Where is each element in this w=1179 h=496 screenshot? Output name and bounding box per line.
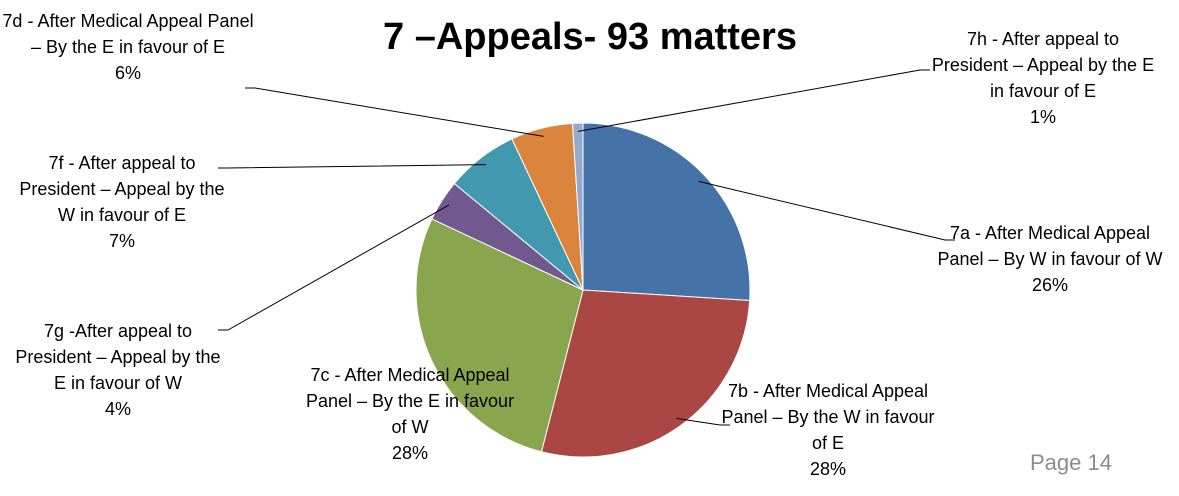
leader-line [577,69,930,132]
category-label: 7b - After Medical Appeal Panel – By the… [721,381,935,453]
leader-line [245,87,544,137]
category-label: 7g -After appeal to President – Appeal b… [15,321,221,393]
category-label: 7c - After Medical Appeal Panel – By the… [305,365,515,437]
category-label: 7h - After appeal to President – Appeal … [931,29,1155,101]
data-label: 7f - After appeal to President – Appeal … [12,150,232,254]
category-label: 7d - After Medical Appeal Panel – By the… [2,11,254,57]
data-label: 7d - After Medical Appeal Panel – By the… [0,8,258,86]
data-label: 7g -After appeal to President – Appeal b… [8,318,228,422]
data-label: 7b - After Medical Appeal Panel – By the… [713,378,943,482]
leader-line [218,164,486,169]
percent-label: 28% [391,443,429,463]
percent-label: 6% [114,63,141,83]
pie-slice [582,122,751,302]
chart-title: 7 –Appeals- 93 matters [383,16,797,58]
category-label: 7f - After appeal to President – Appeal … [19,153,225,225]
leader-line [676,417,730,426]
pie-slice [540,289,751,458]
pie-slice [415,218,584,453]
percent-label: 28% [809,459,847,479]
data-label: 7a - After Medical Appeal Panel – By W i… [935,220,1165,298]
percent-label: 26% [1031,275,1069,295]
leader-line [218,204,450,331]
page-number: Page 14 [1030,450,1112,475]
leader-line [698,180,955,241]
pie-slice [571,122,584,291]
category-label: 7a - After Medical Appeal Panel – By W i… [937,223,1163,269]
percent-label: 1% [1029,107,1056,127]
data-label: 7h - After appeal to President – Appeal … [928,26,1158,130]
data-label: 7c - After Medical Appeal Panel – By the… [305,362,515,466]
percent-label: 7% [108,231,135,251]
percent-label: 4% [104,399,131,419]
